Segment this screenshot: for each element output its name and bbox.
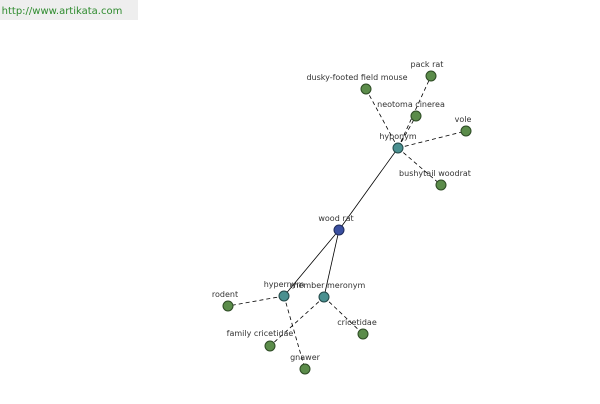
node-label: rodent [212, 290, 238, 299]
edge [397, 147, 442, 186]
node-label: family cricetidae [227, 329, 294, 338]
node [264, 340, 276, 352]
node [410, 110, 422, 122]
edge [397, 130, 467, 149]
edge [283, 229, 340, 297]
edge [269, 296, 325, 347]
node-label: dusky-footed field mouse [306, 73, 407, 82]
node [425, 70, 437, 82]
node-label: hypernym [264, 280, 305, 289]
node-label: wood rat [318, 214, 353, 223]
node [392, 142, 404, 154]
node-label: bushytail woodrat [399, 169, 471, 178]
node [435, 179, 447, 191]
nodes [222, 70, 472, 375]
node [299, 363, 311, 375]
edge [323, 296, 364, 335]
edges [227, 75, 467, 370]
node [333, 224, 345, 236]
edge [338, 147, 399, 231]
node-label: neotoma cinerea [377, 100, 445, 109]
edge [227, 295, 285, 307]
node [278, 290, 290, 302]
url-box [0, 0, 138, 20]
node [357, 328, 369, 340]
node-label: pack rat [411, 60, 444, 69]
node-label: member meronym [291, 281, 366, 290]
node [360, 83, 372, 95]
edge [397, 115, 417, 149]
edge [323, 229, 340, 298]
edge [283, 295, 306, 370]
edge [397, 75, 432, 149]
node-label: gnawer [290, 353, 321, 362]
node [222, 300, 234, 312]
node [460, 125, 472, 137]
url: http://www.artikata.com [2, 6, 123, 17]
node-label: cricetidae [337, 318, 377, 327]
node-label: vole [455, 115, 472, 124]
labels: wood rat hyponym hypernym member meronym… [212, 60, 472, 362]
node [318, 291, 330, 303]
node-label: hyponym [379, 132, 417, 141]
